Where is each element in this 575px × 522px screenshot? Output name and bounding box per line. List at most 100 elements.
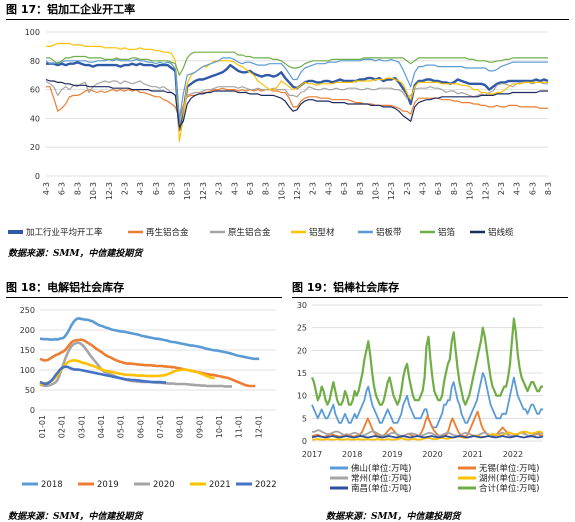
chart18: 0 50 100 150 200 250 01-01 02-01 03-01 04-01 05-01…	[20, 306, 277, 490]
y-tick-label: 100	[20, 366, 35, 375]
y-tick-label: 150	[20, 346, 35, 355]
x-tick-label: 10-3	[371, 182, 380, 200]
legend-label: 常州(单位:万吨)	[351, 473, 412, 484]
legend-label: 2022	[255, 480, 277, 490]
y-tick-label: 100	[25, 28, 40, 37]
x-tick-label: 10-3	[89, 182, 98, 200]
y-tick-label: 80	[30, 57, 40, 66]
y-tick-label: 30	[297, 301, 307, 310]
x-tick-label: 2019	[382, 450, 402, 459]
chart18-title: 图 18：电解铝社会库存	[6, 280, 282, 298]
series-line-2019	[39, 338, 256, 388]
legend-label: 合计(单位:万吨)	[479, 483, 540, 494]
series-line-7	[45, 78, 548, 128]
x-tick-label: 2-3	[403, 182, 412, 195]
y-tick-label: 200	[20, 326, 35, 335]
x-tick-label: 2017	[302, 450, 322, 459]
chart17: 0 20 40 60 80 100 4-3 6-3 8-3 10-3 12-3 2-3 4-3 6-3 8-…	[8, 28, 553, 238]
chart19-title: 图 19：铝棒社会库存	[292, 280, 568, 298]
x-tick-label: 08-01	[176, 415, 185, 438]
series-line-1	[311, 372, 543, 429]
y-tick-label: 40	[30, 114, 40, 123]
chart17-title: 图 17：铝加工企业开工率	[6, 2, 569, 20]
x-tick-label: 12-3	[387, 182, 396, 200]
y-tick-label: 0	[302, 437, 307, 446]
y-tick-label: 0	[35, 172, 40, 181]
x-tick-label: 10-3	[183, 182, 192, 200]
x-tick-label: 2-3	[497, 182, 506, 195]
series-line-6	[310, 317, 543, 406]
x-tick-label: 4-3	[419, 182, 428, 195]
x-tick-label: 2-3	[309, 182, 318, 195]
y-tick-label: 0	[30, 406, 35, 415]
y-tick-label: 10	[297, 392, 307, 401]
x-tick-label: 04-01	[97, 415, 106, 438]
x-tick-label: 2018	[342, 450, 362, 459]
x-tick-label: 12-3	[481, 182, 490, 200]
y-tick-label: 60	[30, 86, 40, 95]
y-tick-label: 20	[297, 346, 307, 355]
x-tick-label: 2022	[503, 450, 523, 459]
x-tick-label: 8-3	[262, 182, 271, 195]
x-tick-label: 4-3	[230, 182, 239, 195]
x-tick-label: 12-01	[254, 415, 263, 438]
x-tick-label: 01-01	[38, 415, 47, 438]
x-tick-label: 02-01	[58, 415, 67, 438]
x-tick-label: 06-01	[136, 415, 145, 438]
legend-label: 2018	[41, 480, 63, 490]
legend-label: 2021	[209, 480, 231, 490]
legend-label: 加工行业平均开工率	[26, 227, 103, 238]
series-line-5	[311, 435, 544, 439]
chart19: 0 5 10 15 20 25 30 2017 2018 2019 2020 2021 2022 佛山(单…	[297, 301, 544, 494]
legend-label: 2019	[97, 480, 119, 490]
y-tick-label: 250	[20, 306, 35, 315]
x-tick-label: 10-3	[277, 182, 286, 200]
x-tick-label: 2-3	[120, 182, 129, 195]
series-line-2022	[39, 365, 167, 386]
x-tick-label: 8-3	[450, 182, 459, 195]
x-tick-label: 2020	[422, 450, 442, 459]
x-tick-label: 10-01	[215, 415, 224, 438]
y-tick-label: 50	[25, 386, 35, 395]
y-tick-label: 20	[30, 143, 40, 152]
series-line-6	[46, 51, 548, 76]
x-tick-label: 2-3	[215, 182, 224, 195]
x-tick-label: 12-3	[199, 182, 208, 200]
y-tick-label: 5	[302, 414, 307, 423]
x-tick-label: 12-3	[293, 182, 302, 200]
chart17-source: 数据来源：SMM，中信建投期货	[8, 249, 143, 259]
x-tick-label: 11-01	[235, 415, 244, 438]
x-tick-label: 03-01	[77, 415, 86, 438]
x-tick-label: 4-3	[513, 182, 522, 195]
legend-label: 铝箔	[438, 227, 456, 238]
y-tick-label: 25	[297, 324, 307, 333]
x-tick-label: 4-3	[136, 182, 145, 195]
x-tick-label: 6-3	[152, 182, 161, 195]
x-tick-label: 07-01	[156, 415, 165, 438]
legend-label: 铝线缆	[488, 227, 514, 238]
x-tick-label: 8-3	[168, 182, 177, 195]
series-line-2021	[39, 359, 215, 386]
chart18-source: 数据来源：SMM，中信建投期货	[8, 512, 143, 522]
chart19-source: 数据来源：SMM，中信建投期货	[326, 512, 461, 522]
legend-label: 无锡(单位:万吨)	[479, 463, 540, 474]
x-tick-label: 2021	[463, 450, 483, 459]
series-line-4	[46, 42, 548, 142]
legend-label: 铝板带	[376, 227, 402, 238]
series-line-2	[311, 410, 544, 438]
legend-label: 南昌(单位:万吨)	[351, 483, 412, 494]
series-line-3	[45, 80, 548, 127]
x-tick-label: 6-3	[340, 182, 349, 195]
legend-label: 湖州(单位:万吨)	[479, 473, 540, 484]
series-line-2018	[40, 317, 260, 361]
legend-label: 再生铝合金	[146, 227, 189, 238]
legend-label: 原生铝合金	[228, 227, 271, 238]
x-tick-label: 05-01	[117, 415, 126, 438]
x-tick-label: 6-3	[434, 182, 443, 195]
series-line-2	[46, 86, 548, 119]
x-tick-label: 6-3	[246, 182, 255, 195]
x-tick-label: 8-3	[544, 182, 553, 195]
legend-label: 佛山(单位:万吨)	[351, 463, 412, 474]
x-tick-label: 6-3	[58, 182, 67, 195]
series-line-5	[45, 57, 548, 121]
